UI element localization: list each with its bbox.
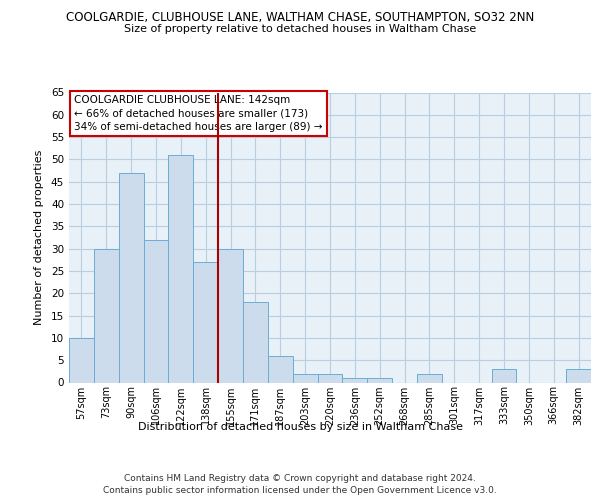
Bar: [243, 302, 268, 382]
Text: Size of property relative to detached houses in Waltham Chase: Size of property relative to detached ho…: [124, 24, 476, 34]
Bar: [566, 369, 591, 382]
Bar: [169, 155, 193, 382]
Bar: [343, 378, 367, 382]
Text: Contains public sector information licensed under the Open Government Licence v3: Contains public sector information licen…: [103, 486, 497, 495]
Bar: [417, 374, 442, 382]
Bar: [119, 173, 143, 382]
Text: COOLGARDIE, CLUBHOUSE LANE, WALTHAM CHASE, SOUTHAMPTON, SO32 2NN: COOLGARDIE, CLUBHOUSE LANE, WALTHAM CHAS…: [66, 11, 534, 24]
Text: Distribution of detached houses by size in Waltham Chase: Distribution of detached houses by size …: [137, 422, 463, 432]
Text: COOLGARDIE CLUBHOUSE LANE: 142sqm
← 66% of detached houses are smaller (173)
34%: COOLGARDIE CLUBHOUSE LANE: 142sqm ← 66% …: [74, 96, 323, 132]
Text: Contains HM Land Registry data © Crown copyright and database right 2024.: Contains HM Land Registry data © Crown c…: [124, 474, 476, 483]
Bar: [94, 248, 119, 382]
Bar: [317, 374, 343, 382]
Bar: [293, 374, 317, 382]
Bar: [143, 240, 169, 382]
Bar: [69, 338, 94, 382]
Bar: [491, 369, 517, 382]
Bar: [193, 262, 218, 382]
Bar: [218, 248, 243, 382]
Bar: [268, 356, 293, 382]
Bar: [367, 378, 392, 382]
Y-axis label: Number of detached properties: Number of detached properties: [34, 150, 44, 325]
